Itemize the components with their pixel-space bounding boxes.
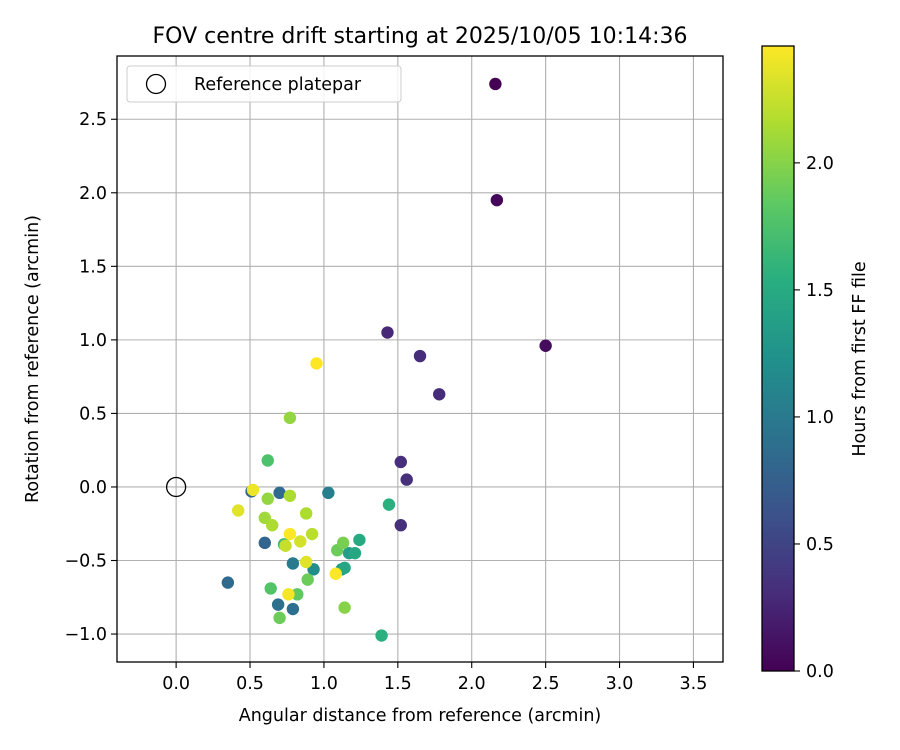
data-point: [221, 576, 235, 589]
data-point: [286, 602, 300, 616]
data-point: [258, 536, 272, 550]
data-point: [322, 486, 335, 500]
data-point: [400, 473, 413, 486]
data-point: [381, 326, 394, 339]
legend-label: Reference platepar: [194, 75, 362, 95]
data-point: [299, 555, 313, 569]
data-point: [265, 519, 279, 532]
y-tick-label: 1.0: [79, 331, 107, 351]
data-point: [261, 454, 274, 467]
data-point: [264, 582, 277, 595]
data-point: [413, 349, 427, 363]
x-axis-label: Angular distance from reference (arcmin): [239, 706, 602, 726]
y-tick-label: 2.0: [79, 184, 107, 204]
y-tick-label: 0.0: [79, 478, 107, 498]
data-point: [286, 557, 300, 570]
x-tick-label: 0.5: [236, 674, 264, 694]
x-tick-label: 3.0: [606, 674, 634, 694]
colorbar-tick-label: 2.0: [806, 154, 834, 174]
data-point: [305, 527, 319, 541]
reference-marker-layer: [165, 476, 187, 498]
data-point: [490, 193, 504, 207]
data-point: [299, 507, 313, 520]
data-point: [273, 486, 286, 500]
legend-reference-marker: [145, 73, 167, 95]
data-point: [310, 357, 323, 370]
data-point: [246, 483, 260, 497]
x-tick-label: 3.5: [680, 674, 708, 694]
data-point: [301, 573, 314, 586]
data-point: [261, 492, 274, 505]
x-tick-label: 1.0: [310, 674, 338, 694]
x-tick-label: 2.0: [458, 674, 486, 694]
y-tick-label: 2.5: [79, 110, 107, 130]
data-point: [353, 533, 366, 547]
data-point: [329, 567, 342, 580]
colorbar: 0.0 0.5 1.0 1.5 2.0 Hours from first FF file: [761, 45, 870, 682]
colorbar-ticks: 0.0 0.5 1.0 1.5 2.0: [794, 154, 834, 682]
y-tick-label: −1.0: [65, 625, 108, 645]
colorbar-label: Hours from first FF file: [850, 261, 870, 456]
data-point: [283, 411, 297, 425]
data-point: [382, 498, 396, 511]
data-point: [338, 601, 351, 614]
y-tick-label: −0.5: [65, 552, 108, 572]
data-points: [221, 77, 552, 642]
data-point: [394, 455, 407, 469]
reference-platepar-marker: [165, 476, 187, 498]
data-point: [283, 489, 297, 502]
colorbar-tick-label: 1.0: [806, 408, 834, 428]
data-point: [489, 77, 502, 91]
data-point: [433, 388, 446, 401]
x-axis: 0.0 0.5 1.0 1.5 2.0 2.5 3.0 3.5: [162, 662, 707, 694]
colorbar-tick-label: 1.5: [806, 281, 834, 301]
chart-title: FOV centre drift starting at 2025/10/05 …: [153, 24, 688, 49]
y-axis: −1.0 −0.5 0.0 0.5 1.0 1.5 2.0 2.5: [65, 110, 117, 645]
data-point: [539, 339, 552, 352]
y-tick-label: 1.5: [79, 257, 107, 277]
data-point: [348, 546, 362, 560]
y-tick-label: 0.5: [79, 404, 107, 424]
plot-frame: [116, 55, 724, 663]
data-point: [375, 629, 388, 642]
data-point: [271, 598, 285, 611]
legend: Reference platepar: [126, 65, 402, 103]
data-point: [338, 561, 351, 575]
x-tick-label: 0.0: [162, 674, 190, 694]
data-point: [336, 536, 350, 550]
x-tick-label: 1.5: [384, 674, 412, 694]
legend-box: [126, 65, 402, 103]
colorbar-tick-label: 0.5: [806, 535, 834, 555]
data-point: [232, 504, 245, 517]
colorbar-gradient: [761, 45, 795, 672]
data-point: [282, 588, 295, 601]
grid: [117, 56, 723, 662]
data-point: [273, 611, 286, 625]
x-tick-label: 2.5: [532, 674, 560, 694]
data-point: [394, 519, 407, 532]
colorbar-tick-label: 0.0: [806, 662, 834, 682]
y-axis-label: Rotation from reference (arcmin): [23, 215, 43, 503]
data-point: [294, 535, 307, 548]
data-point: [279, 539, 292, 553]
data-point: [291, 588, 304, 601]
data-point: [283, 527, 297, 541]
